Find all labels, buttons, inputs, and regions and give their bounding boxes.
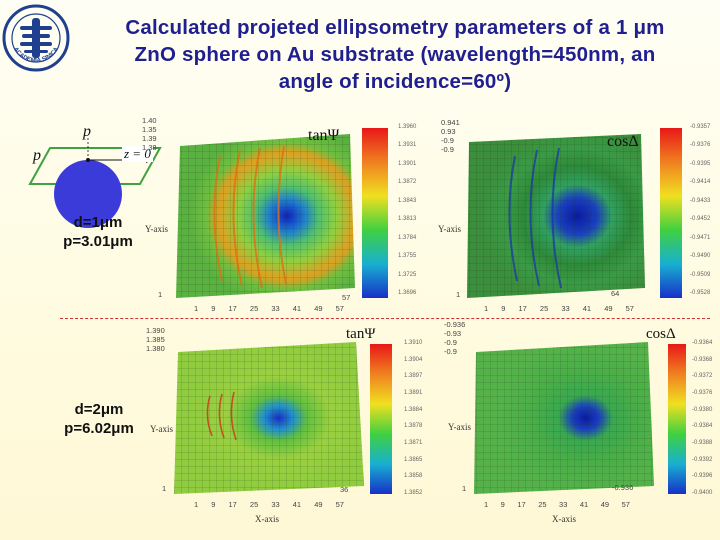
row2-b-x-ticks: 1 9 17 25 33 41 49 57 [484, 500, 630, 509]
row2-b-y-axis-label: Y-axis [448, 422, 471, 432]
row1-tanpsi-colorbar [362, 128, 388, 298]
p-label-left: p [33, 147, 41, 164]
row1-cosdelta-colorbar-ticks: -0.9357 -0.9376 -0.9395 -0.9414 -0.9433 -0.94… [690, 124, 711, 296]
row2-cosdelta-surface: -0.936 [474, 342, 654, 494]
row1-period: p=3.01μm [63, 233, 133, 250]
title-line-2: ZnO sphere on Au substrate (wavelength=4… [134, 43, 656, 66]
row2-label: d=2μm p=6.02μm [44, 400, 154, 438]
slide-title: Calculated projeted ellipsometry paramet… [70, 14, 720, 95]
title-line-3: angle of incidence=60º) [278, 70, 512, 93]
row2-period: p=6.02μm [64, 420, 134, 437]
row1-diameter: d=1μm [73, 214, 123, 231]
row2-x-ticks: 1 9 17 25 33 41 49 57 [194, 500, 344, 509]
row2-cosdelta-label: cosΔ [646, 326, 676, 342]
row1-x-ticks: 1 9 17 25 33 41 49 57 [194, 304, 344, 313]
svg-text:36: 36 [340, 485, 348, 494]
row1-label: d=1μm p=3.01μm [38, 213, 158, 251]
row1-cosdelta-colorbar [660, 128, 682, 298]
row1-y-axis-label: Y-axis [145, 224, 168, 234]
p-label-top: p [83, 123, 91, 140]
row2-b-x-axis-label: X-axis [552, 514, 576, 524]
row2-tanpsi-colorbar [370, 344, 392, 494]
row2-tanpsi-colorbar-ticks: 1.3910 1.3904 1.3897 1.3891 1.3884 1.3878 1.38… [404, 340, 423, 496]
row2-cosdelta-colorbar [668, 344, 686, 494]
title-line-1: Calculated projeted ellipsometry paramet… [125, 16, 665, 39]
row2-diameter: d=2μm [74, 401, 124, 418]
row1-y-ticks: 1.40 1.35 1.39 1.38 [142, 116, 157, 152]
z-label: z = 0 [122, 146, 153, 162]
row1-b-x-ticks: 1 9 17 25 33 41 49 57 [484, 304, 634, 313]
row1-cosdelta-surface: cosΔ 64 [467, 133, 645, 298]
row1-tanpsi-label: tanΨ [308, 127, 340, 144]
svg-text:64: 64 [611, 289, 619, 298]
zno-sphere [54, 160, 122, 228]
row2-x-axis-label: X-axis [255, 514, 279, 524]
svg-text:57: 57 [342, 293, 350, 302]
svg-text:-0.936: -0.936 [612, 483, 633, 492]
row2-y-ticks: 1.390 1.385 1.380 [146, 326, 165, 353]
row1-cosdelta-label: cosΔ [607, 133, 639, 150]
row2-tanpsi-surface: 36 [174, 342, 364, 494]
academia-sinica-logo: ACADEMIA SINICA [2, 4, 70, 72]
row1-b-y-ticks: 0.941 0.93 -0.9 -0.9 [441, 118, 460, 154]
row1-b-y-axis-label: Y-axis [438, 224, 461, 234]
row1-tanpsi-colorbar-ticks: 1.3960 1.3931 1.3901 1.3872 1.3843 1.3813 1.37… [398, 124, 417, 296]
row2-b-y-ticks: -0.936 -0.93 -0.9 -0.9 [444, 320, 466, 356]
row-separator [60, 318, 710, 319]
row2-y-axis-label: Y-axis [150, 424, 173, 434]
row2-cosdelta-colorbar-ticks: -0.9364 -0.9368 -0.9372 -0.9376 -0.9380 -0.93… [692, 340, 713, 496]
row2-tanpsi-label: tanΨ [346, 326, 376, 342]
row1-tanpsi-surface: tanΨ 57 [176, 127, 355, 302]
